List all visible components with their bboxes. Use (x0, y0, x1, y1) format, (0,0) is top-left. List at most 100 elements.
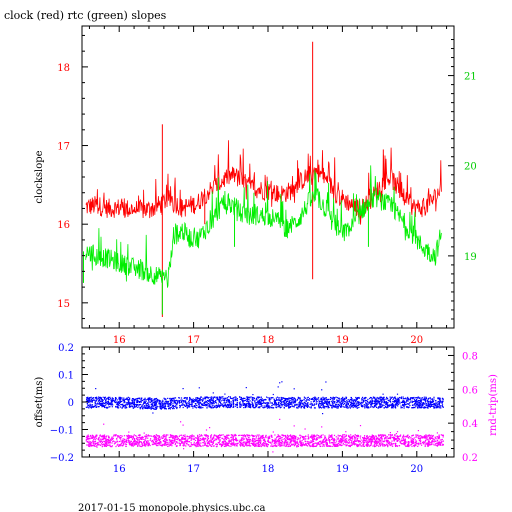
rnd-trip-point (391, 440, 393, 442)
offset-point (307, 405, 309, 407)
offset-point (428, 397, 430, 399)
offset-point (289, 402, 292, 404)
offset-point (279, 399, 281, 401)
rnd-trip-point (402, 443, 405, 445)
rnd-trip-point (424, 435, 426, 437)
rnd-trip-point (231, 439, 233, 441)
offset-point (211, 405, 213, 407)
rnd-trip-point (388, 434, 390, 436)
offset-point (164, 405, 166, 407)
offset-point (145, 399, 147, 401)
offset-point (265, 406, 267, 408)
rnd-trip-point (262, 434, 264, 436)
offset-point (91, 401, 93, 403)
rnd-trip-point (220, 445, 223, 448)
rnd-trip-point (370, 436, 372, 438)
offset-point (214, 401, 216, 403)
offset-point (215, 407, 217, 409)
rnd-trip-point (339, 443, 341, 445)
offset-point (170, 402, 172, 404)
offset-point (361, 405, 363, 408)
offset-point (292, 399, 294, 401)
slopes-series (82, 41, 442, 317)
rnd-trip-point (137, 437, 139, 439)
rnd-trip-point (263, 439, 266, 441)
offset-point (238, 402, 241, 404)
rnd-trip-point (271, 440, 274, 442)
rnd-trip-point (227, 443, 230, 445)
offset-point (278, 405, 280, 407)
rnd-trip-point (249, 440, 251, 442)
offset-point (175, 406, 177, 408)
offset-point (356, 404, 358, 406)
rnd-trip-point (430, 436, 432, 438)
offset-point (358, 403, 360, 405)
rnd-trip-point (105, 445, 107, 447)
rnd-trip-point (153, 437, 155, 439)
offset-point (286, 405, 288, 407)
offset-point (219, 397, 221, 399)
rnd-trip-point (218, 437, 220, 439)
offset-point (201, 400, 204, 402)
offset-point (225, 406, 227, 408)
rnd-trip-point (429, 444, 431, 446)
offset-point (303, 406, 305, 408)
offset-point (330, 396, 332, 399)
offset-point (94, 405, 96, 407)
rnd-trip-point (225, 441, 227, 443)
offset-point (350, 402, 352, 404)
offset-point (342, 406, 344, 408)
offset-point (291, 397, 293, 400)
rnd-trip-point (337, 445, 339, 447)
rnd-trip-point (332, 437, 334, 439)
rnd-trip-point (207, 436, 209, 438)
offset-point (398, 400, 400, 402)
offset-point (95, 406, 98, 408)
offset-point (165, 403, 167, 405)
rnd-trip-point (316, 434, 318, 436)
offset-point (186, 405, 188, 407)
offset-point (87, 406, 89, 408)
rnd-trip-point (128, 431, 130, 433)
offset-point (163, 397, 165, 399)
offset-point (438, 399, 441, 401)
offset-point (360, 401, 362, 403)
rnd-trip-point (299, 438, 301, 440)
offset-point (300, 405, 302, 407)
rnd-trip-point (280, 445, 282, 447)
offset-point (426, 407, 428, 409)
offset-point (217, 405, 219, 407)
offset-point (162, 405, 164, 407)
offset-point (381, 406, 383, 408)
rnd-trip-point (240, 442, 242, 444)
rnd-trip-point (210, 434, 213, 436)
rnd-trip-point (215, 445, 217, 448)
offset-point (132, 407, 134, 409)
rnd-trip-point (417, 436, 419, 438)
offset-point (248, 402, 250, 404)
offset-point (386, 396, 388, 398)
offset-point (364, 407, 366, 409)
rnd-trip-point (182, 442, 184, 444)
rnd-trip-point (425, 434, 427, 436)
offset-point (305, 397, 307, 399)
rnd-trip-point (295, 443, 297, 446)
offset-point (304, 407, 306, 409)
rnd-trip-point (217, 442, 219, 444)
offset-point (269, 406, 271, 408)
rnd-trip-point (229, 440, 231, 442)
offset-point (118, 397, 120, 399)
rnd-trip-point (222, 434, 224, 436)
offset-point (158, 399, 160, 401)
rnd-trip-point (387, 440, 389, 443)
offset-point (258, 406, 261, 408)
offset-point (213, 400, 215, 402)
offset-point (434, 400, 436, 402)
rnd-trip-point (149, 439, 151, 441)
offset-point (87, 401, 89, 403)
offset-point (372, 402, 374, 405)
offset-point (322, 413, 324, 415)
offset-point (326, 405, 328, 407)
offset-point (324, 398, 326, 401)
offset-point (432, 400, 434, 403)
